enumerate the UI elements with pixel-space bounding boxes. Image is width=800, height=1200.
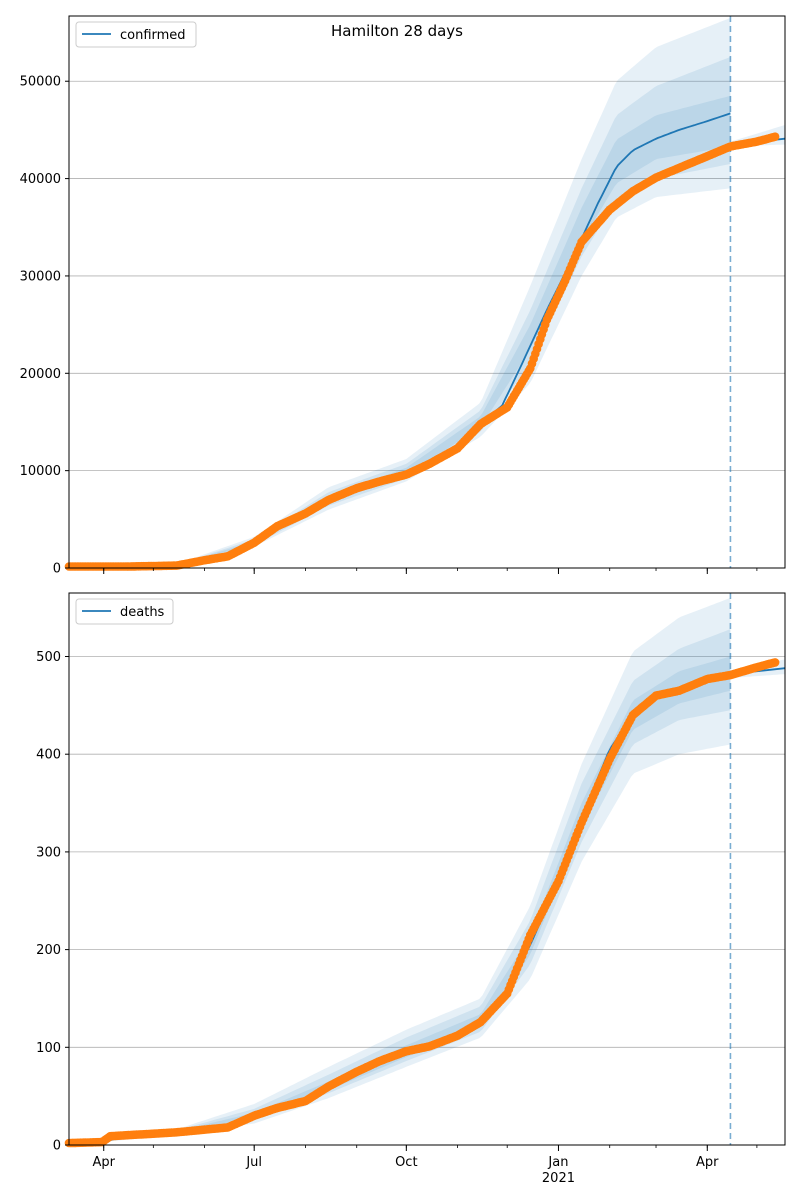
x-year-label: 2021 [542, 1171, 575, 1186]
confirmed-observed-points [64, 132, 780, 571]
uncertainty-band-inner [69, 656, 731, 1145]
figure-title: Hamilton 28 days [331, 22, 463, 40]
y-tick-label: 20000 [20, 367, 61, 382]
y-tick-label: 500 [36, 650, 61, 665]
legend-box [75, 598, 174, 625]
uncertainty-band-outer [69, 17, 731, 568]
uncertainty-band-outer [69, 597, 731, 1145]
uncertainty-band-middle [69, 629, 731, 1145]
deaths-plot-frame [68, 592, 786, 1146]
y-tick-label: 300 [36, 845, 61, 860]
observed-point [770, 132, 780, 141]
x-tick-label: Jan [547, 1155, 568, 1170]
x-tick-label: Apr [92, 1155, 115, 1170]
x-tick-label: Oct [395, 1155, 417, 1170]
y-tick-label: 40000 [20, 172, 61, 187]
y-tick-label: 30000 [20, 269, 61, 284]
deaths-panel: 0 100 200 300 400 500 Apr Jul Oct Jan Apr 2021 dea… [36, 592, 786, 1186]
confirmed-grid [69, 80, 785, 472]
legend-label: confirmed [120, 28, 186, 43]
deaths-x-axis: Apr Jul Oct Jan Apr 2021 [92, 1145, 758, 1186]
y-tick-label: 100 [36, 1041, 61, 1056]
y-tick-label: 200 [36, 943, 61, 958]
confirmed-plot-frame [68, 15, 786, 569]
observed-point [770, 658, 780, 667]
legend-box [75, 21, 197, 48]
x-tick-label: Jul [245, 1155, 262, 1170]
y-tick-label: 0 [53, 562, 61, 577]
confirmed-y-axis: 0 10000 20000 30000 40000 50000 [20, 75, 69, 577]
confirmed-x-axis [103, 568, 758, 574]
legend-label: deaths [120, 605, 165, 620]
y-tick-label: 50000 [20, 75, 61, 90]
deaths-y-axis: 0 100 200 300 400 500 [36, 650, 69, 1154]
y-tick-label: 0 [53, 1139, 61, 1154]
deaths-legend: deaths [75, 598, 174, 625]
y-tick-label: 10000 [20, 464, 61, 479]
deaths-observed-points [64, 658, 780, 1148]
y-tick-label: 400 [36, 748, 61, 763]
x-tick-label: Apr [696, 1155, 719, 1170]
uncertainty-band-middle [69, 56, 731, 569]
confirmed-panel: 0 10000 20000 30000 40000 50000 confirmed [20, 15, 786, 577]
confirmed-legend: confirmed [75, 21, 197, 48]
